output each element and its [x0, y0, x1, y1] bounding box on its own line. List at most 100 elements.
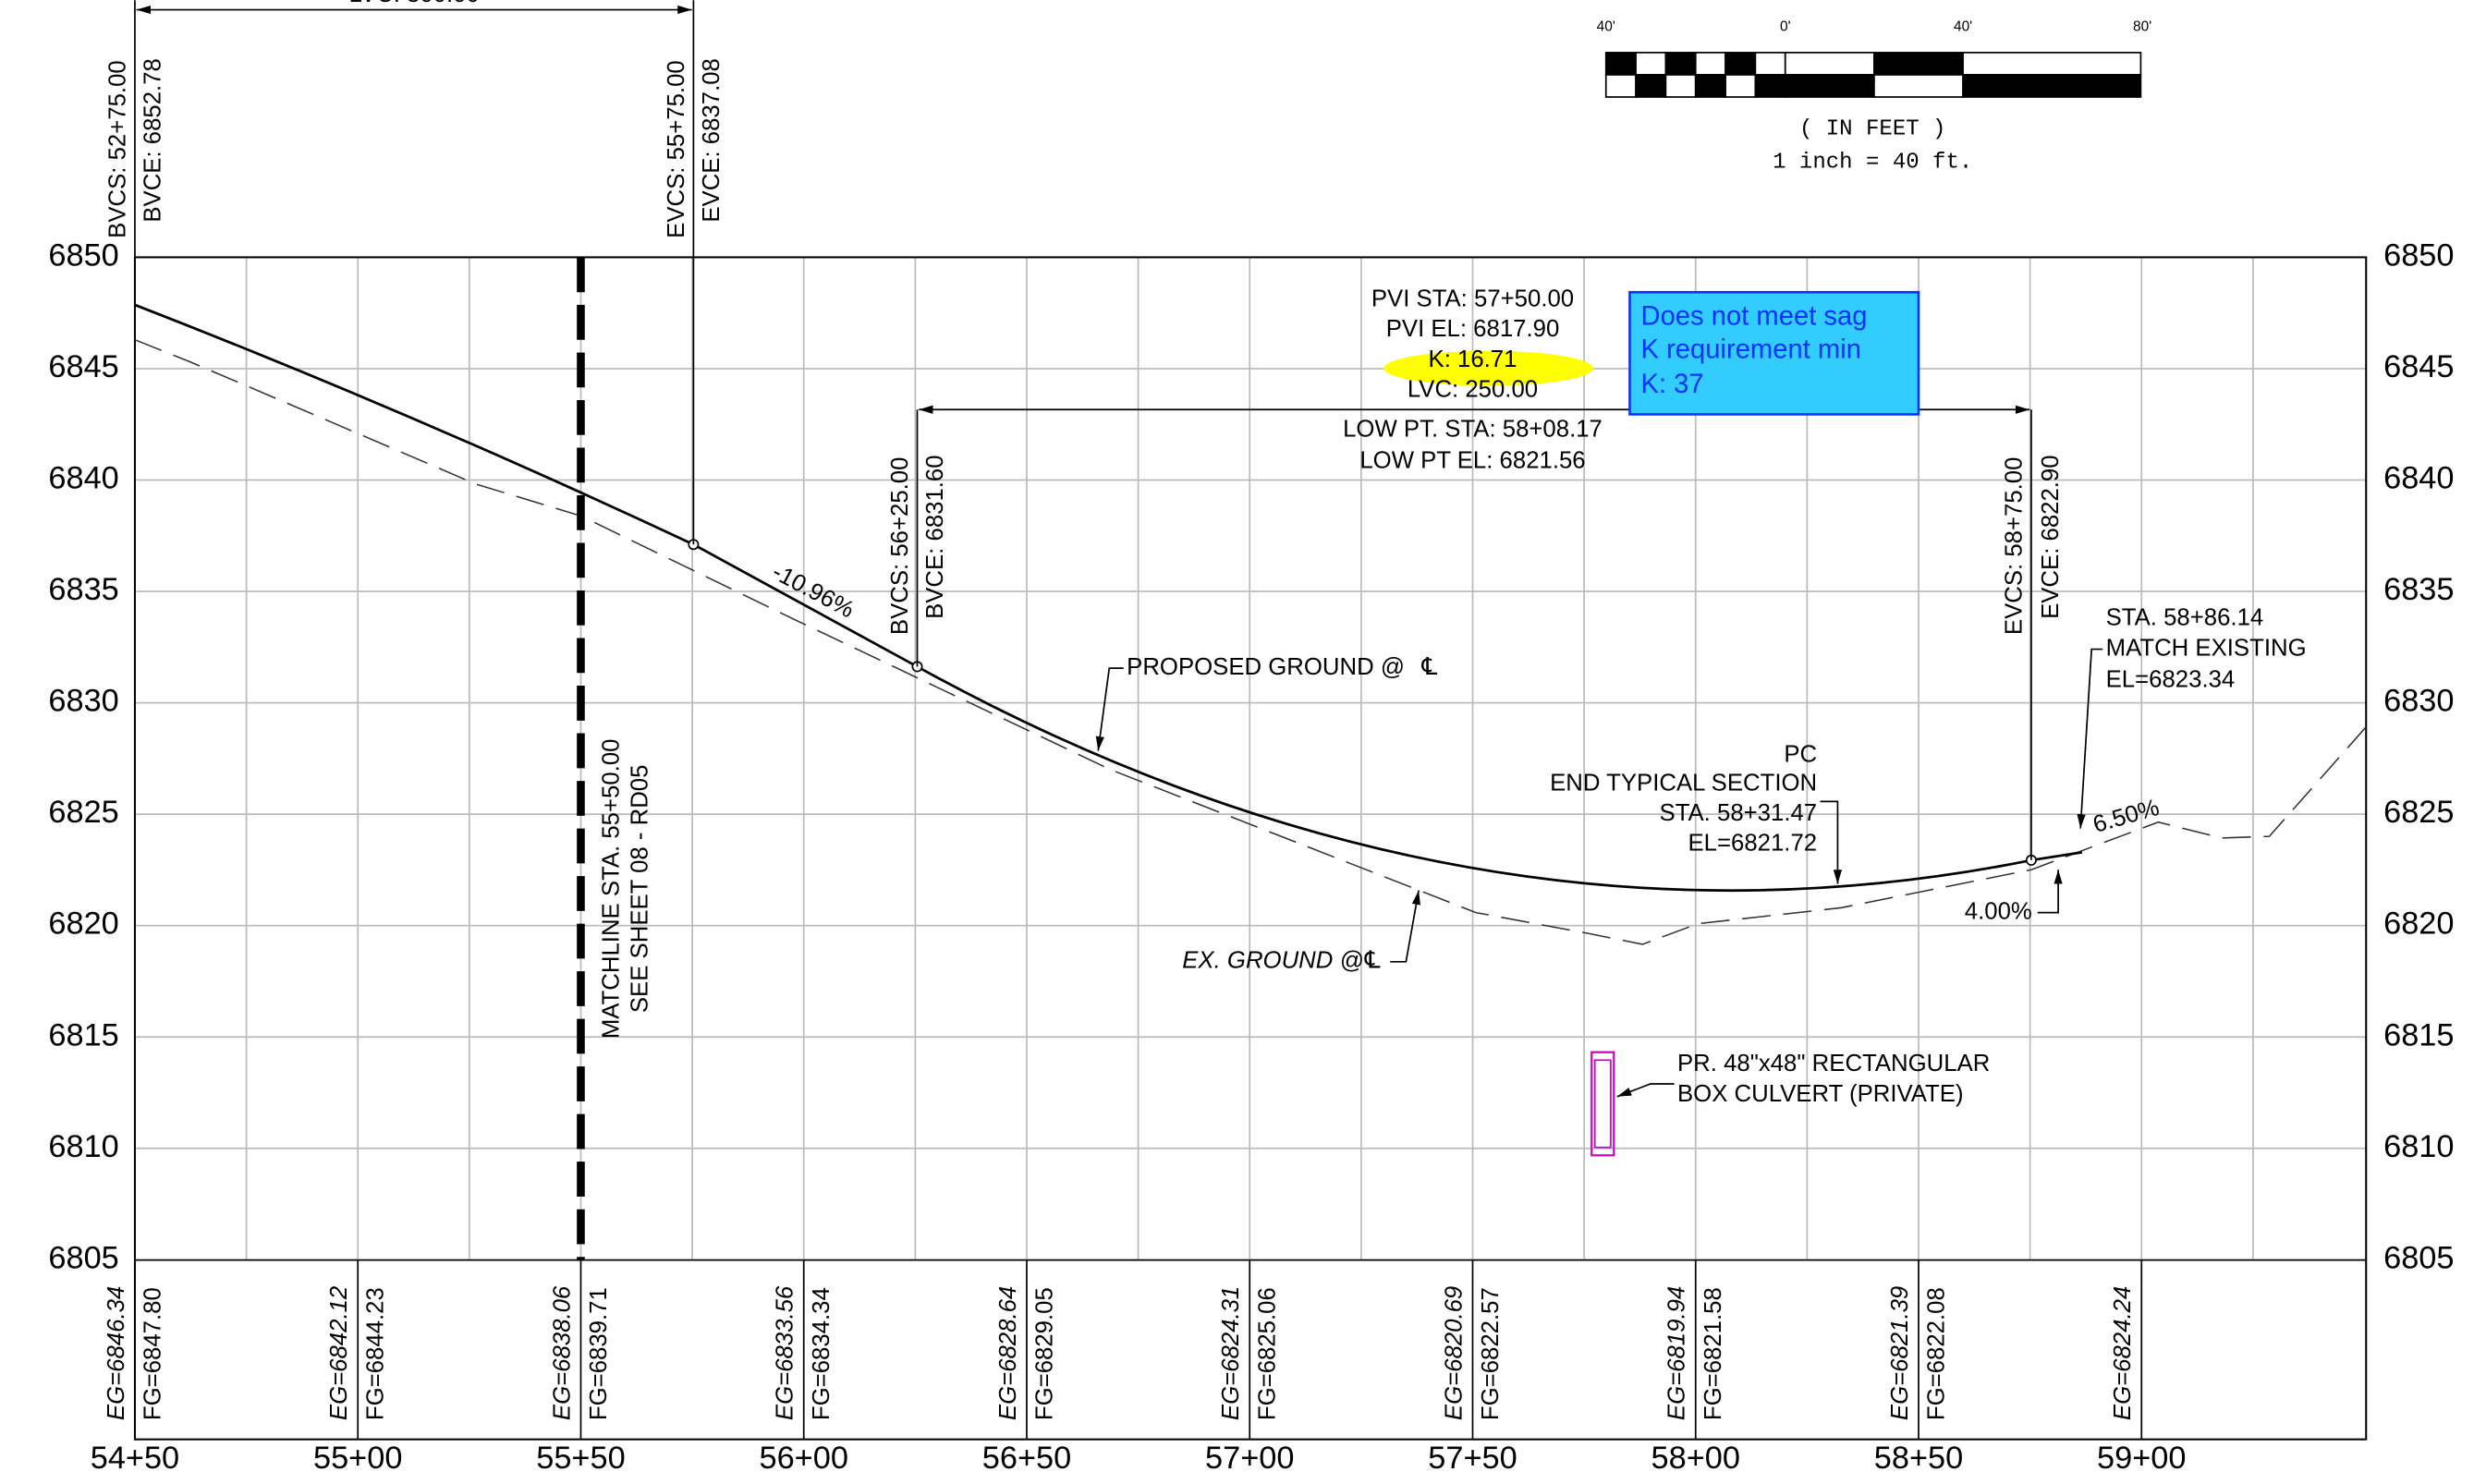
comment-text: K requirement min	[1641, 335, 1861, 364]
match-note: EL=6823.34	[2106, 667, 2236, 693]
bvcs-label: BVCS: 52+75.00	[105, 60, 131, 238]
pc-note: EL=6821.72	[1688, 831, 1817, 857]
eg-label: EG=6824.31	[1218, 1286, 1244, 1420]
culvert-inner	[1593, 1059, 1612, 1149]
elevation-label-right: 6835	[2383, 572, 2454, 607]
scale-segment	[1694, 52, 1726, 76]
scale-segment	[1784, 52, 1875, 76]
fg-label: FG=6821.58	[1700, 1287, 1726, 1420]
scale-segment	[1873, 52, 1964, 76]
fg-label: FG=6847.80	[140, 1287, 165, 1420]
eg-label: EG=6833.56	[773, 1285, 798, 1420]
elevation-label-left: 6815	[48, 1017, 118, 1052]
culvert-note: BOX CULVERT (PRIVATE)	[1677, 1081, 1964, 1107]
proposed-ground	[134, 303, 2083, 893]
scale-segment	[1635, 74, 1667, 98]
fg-label: FG=6839.71	[586, 1287, 612, 1420]
scale-segment	[1724, 74, 1757, 98]
scale-segment	[1873, 74, 1964, 98]
elevation-label-right: 6815	[2383, 1017, 2454, 1052]
curve-label: K: 16.71	[1429, 347, 1517, 372]
station-label: 57+00	[1205, 1441, 1294, 1476]
elevation-label-right: 6845	[2383, 349, 2454, 384]
pc-note: PC	[1784, 741, 1817, 767]
matchline-label: MATCHLINE STA. 55+50.00	[599, 739, 625, 1040]
station-label: 56+00	[760, 1441, 848, 1476]
bvce-label: BVCE: 6852.78	[140, 58, 165, 223]
bvce-label: BVCE: 6831.60	[922, 455, 948, 619]
evcs-label: EVCS: 58+75.00	[2002, 457, 2028, 636]
fg-label: FG=6844.23	[363, 1287, 389, 1420]
eg-label: EG=6846.34	[104, 1286, 129, 1420]
station-label: 54+50	[91, 1441, 179, 1476]
match-note: STA. 58+86.14	[2106, 605, 2264, 631]
curve-label: LOW PT EL: 6821.56	[1359, 448, 1585, 474]
elevation-label-right: 6810	[2383, 1129, 2454, 1164]
comment-text: K: 37	[1641, 370, 1704, 399]
centerline-symbol: ℄	[1364, 948, 1381, 974]
eg-label: EG=6824.24	[2110, 1286, 2136, 1420]
leader	[1616, 1083, 1675, 1098]
station-label: 57+50	[1428, 1441, 1517, 1476]
elevation-label-right: 6805	[2383, 1240, 2454, 1275]
leader	[1095, 667, 1124, 751]
scale-segment	[1694, 74, 1726, 98]
bvcs-label: BVCS: 56+25.00	[887, 457, 913, 636]
centerline-symbol: ℄	[1421, 654, 1438, 680]
station-label: 58+00	[1651, 1441, 1740, 1476]
matchline-label: SEE SHEET 08 - RD05	[628, 765, 653, 1014]
elevation-label-left: 6805	[48, 1240, 118, 1275]
elevation-label-right: 6825	[2383, 795, 2454, 830]
station-label: 59+00	[2097, 1441, 2186, 1476]
scale-tick: 0'	[1780, 19, 1791, 35]
scale-segment	[1604, 74, 1637, 98]
scale-tick: 40'	[1954, 19, 1972, 35]
culvert-note: PR. 48"x48" RECTANGULAR	[1677, 1051, 1990, 1077]
eg-label: EG=6838.06	[549, 1285, 575, 1420]
evcs-label: EVCS: 55+75.00	[664, 60, 689, 238]
grade-label: 6.50%	[2090, 795, 2163, 838]
scale-segment	[1635, 52, 1667, 76]
existing-ground	[134, 338, 2367, 945]
pc-note: STA. 58+31.47	[1660, 800, 1818, 826]
fg-label: FG=6822.08	[1923, 1287, 1949, 1420]
eg-label: EG=6821.39	[1887, 1286, 1913, 1420]
leader	[1820, 800, 1843, 884]
leader	[2037, 870, 2063, 914]
elevation-label-left: 6840	[48, 461, 118, 496]
elevation-label-left: 6820	[48, 906, 118, 942]
eg-label: EG=6820.69	[1441, 1286, 1467, 1420]
evce-label: EVCE: 6822.90	[2038, 455, 2064, 619]
station-label: 55+00	[313, 1441, 402, 1476]
lvc-label: LVC: 300.00	[349, 0, 480, 7]
station-label: 55+50	[536, 1441, 625, 1476]
comment-text: Does not meet sag	[1641, 301, 1868, 331]
fg-label: FG=6829.05	[1031, 1287, 1057, 1420]
scale-units: ( IN FEET )	[1799, 117, 1946, 142]
elevation-label-left: 6830	[48, 684, 118, 719]
scale-segment	[1604, 52, 1637, 76]
scale-segment	[1962, 52, 2142, 76]
scale-segment	[1754, 74, 1786, 98]
scale-segment	[1664, 52, 1697, 76]
station-label: 56+50	[982, 1441, 1071, 1476]
curve-label: LVC: 250.00	[1408, 376, 1538, 402]
elevation-label-left: 6825	[48, 795, 118, 830]
elevation-label-right: 6830	[2383, 684, 2454, 719]
elevation-label-right: 6820	[2383, 906, 2454, 942]
elevation-label-left: 6810	[48, 1129, 118, 1164]
elevation-label-left: 6835	[48, 572, 118, 607]
eg-label: EG=6828.64	[995, 1286, 1021, 1420]
fg-label: FG=6825.06	[1255, 1287, 1281, 1420]
eg-label: EG=6842.12	[326, 1286, 352, 1420]
elevation-label-left: 6850	[48, 237, 118, 273]
leader	[1390, 890, 1420, 963]
leader	[2077, 648, 2103, 829]
pc-note: END TYPICAL SECTION	[1550, 770, 1817, 796]
grade-label: 4.00%	[1965, 898, 2032, 924]
elevation-label-left: 6845	[48, 349, 118, 384]
comment-box	[1628, 290, 1920, 416]
proposed-label: PROPOSED GROUND @	[1127, 654, 1405, 680]
fg-label: FG=6834.34	[809, 1287, 835, 1420]
